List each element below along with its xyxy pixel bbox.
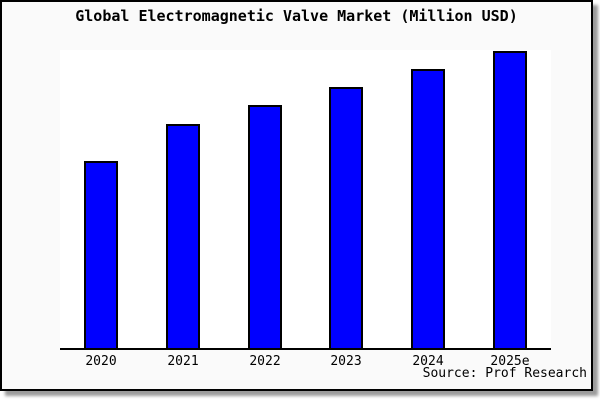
chart-frame: Global Electromagnetic Valve Market (Mil… [0,0,593,391]
x-tick-label-2022: 2022 [249,354,281,369]
bar-2025e [493,51,527,348]
x-tick-label-2023: 2023 [330,354,362,369]
x-axis-tick-row: 2020 2021 2022 2023 2024 2025e [60,354,551,370]
bar-2022 [248,105,282,348]
x-tick-label-2020: 2020 [85,354,117,369]
x-tick-label-2025e: 2025e [490,354,530,369]
source-note: Source: Prof Research [422,366,587,381]
x-tick-label-2024: 2024 [412,354,444,369]
bar-2023 [329,87,363,348]
x-tick-label-2021: 2021 [167,354,199,369]
bar-2020 [84,161,118,348]
chart-title: Global Electromagnetic Valve Market (Mil… [75,7,518,25]
bar-2024 [411,69,445,348]
bar-2021 [166,124,200,348]
plot-area [60,50,551,350]
